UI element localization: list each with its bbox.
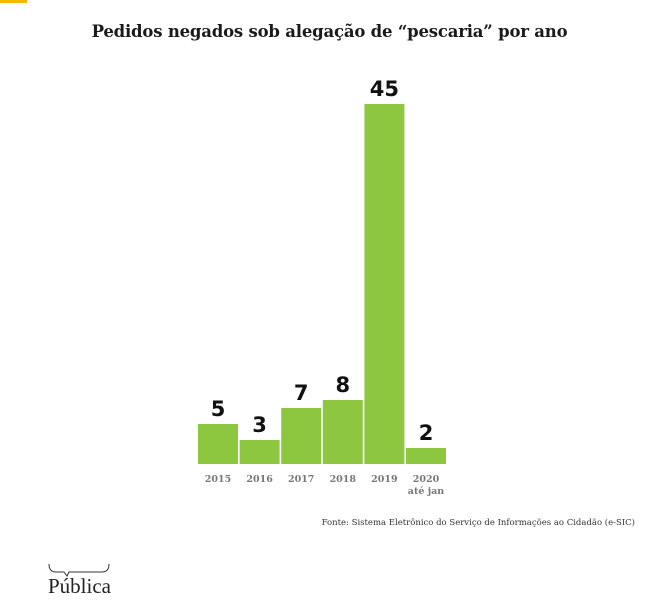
data-label-2020: 2 (419, 421, 434, 445)
logo-bracket-icon (48, 563, 110, 577)
source-note: Fonte: Sistema Eletrônico do Serviço de … (321, 518, 635, 528)
bar-2017 (281, 408, 322, 464)
bar-2018 (322, 400, 363, 464)
data-label-2018: 8 (335, 373, 350, 397)
bar-2015 (198, 424, 238, 464)
x-tick-label-2020: 2020 (413, 474, 440, 485)
accent-bar (0, 0, 27, 3)
data-label-2019: 45 (370, 77, 399, 101)
bar-2016 (239, 440, 280, 464)
chart-title: Pedidos negados sob alegação de “pescari… (91, 22, 568, 41)
logo-text: Pública (48, 574, 111, 598)
x-tick-label-2019: 2019 (371, 474, 398, 485)
x-tick-label-2017: 2017 (288, 474, 314, 485)
data-label-2016: 3 (252, 413, 267, 437)
data-label-2015: 5 (211, 397, 226, 421)
data-label-2017: 7 (294, 381, 309, 405)
x-tick-sublabel-2020: até jan (408, 486, 444, 497)
x-tick-label-2016: 2016 (246, 474, 273, 485)
bar-2020 (406, 448, 446, 464)
publica-logo: Pública (44, 560, 116, 598)
x-tick-label-2015: 2015 (205, 474, 231, 485)
x-tick-label-2018: 2018 (330, 474, 357, 485)
bar-2019 (364, 104, 405, 464)
